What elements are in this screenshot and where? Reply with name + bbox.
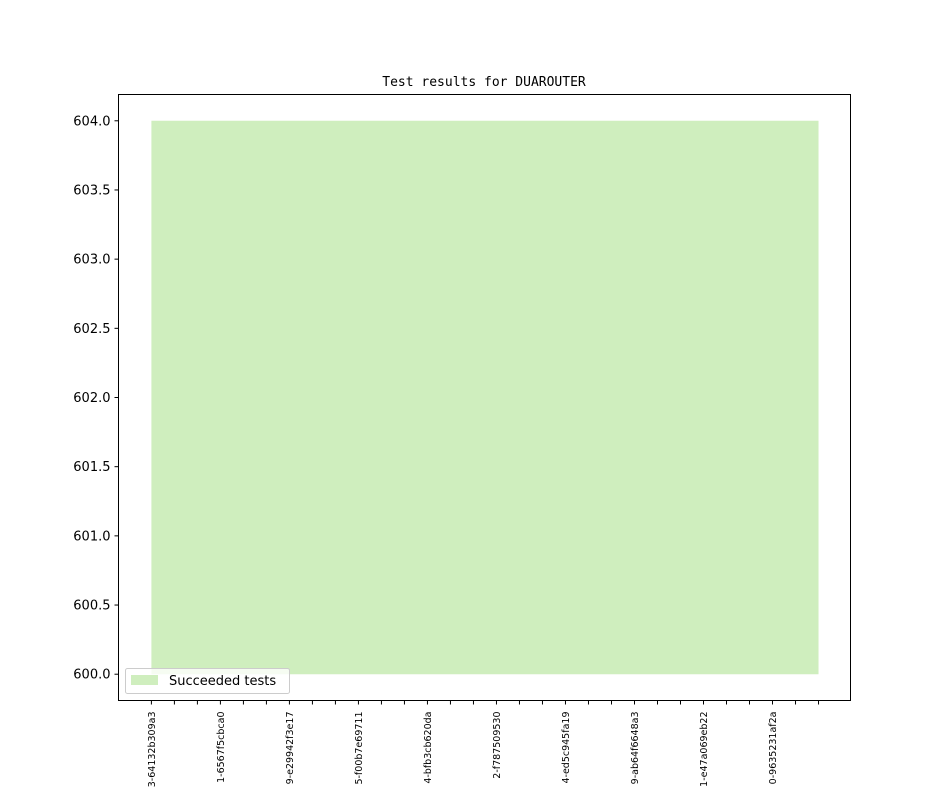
- legend-label: Succeeded tests: [169, 674, 276, 689]
- x-tick-label: 1-6567f5cbca0: [216, 712, 227, 783]
- x-tick-label: 1-e47a069eb22: [699, 712, 710, 787]
- legend-swatch: [131, 675, 158, 685]
- y-tick-label: 603.5: [73, 183, 110, 198]
- y-tick-label: 600.0: [73, 668, 110, 683]
- y-tick-label: 604.0: [73, 114, 110, 129]
- x-tick-label: 9-e29942f3e17: [285, 712, 296, 785]
- y-tick-label: 602.0: [73, 391, 110, 406]
- x-tick-label: 0-9635231af2a: [768, 712, 779, 785]
- x-tick-label: 3-64132b309a3: [147, 712, 158, 787]
- x-tick-label: 2-f787509530: [492, 712, 503, 779]
- legend: Succeeded tests: [125, 668, 290, 694]
- y-tick-label: 601.0: [73, 529, 110, 544]
- x-tick-label: 4-ed5c945fa19: [561, 712, 572, 784]
- y-tick-label: 601.5: [73, 460, 110, 475]
- y-tick-label: 603.0: [73, 253, 110, 268]
- x-axis: 3-64132b309a3 1-6567f5cbca0 9-e29942f3e17 5…: [147, 700, 820, 787]
- x-tick-label: 4-bfb3cb620da: [423, 712, 434, 784]
- x-tick-label: 5-f00b7e69711: [354, 712, 365, 785]
- y-tick-label: 602.5: [73, 322, 110, 337]
- legend-box: [125, 668, 290, 694]
- series-area-0: [151, 120, 819, 675]
- chart-title: Test results for DUAROUTER: [382, 75, 586, 90]
- plot-area: [151, 120, 819, 675]
- x-tick-label: 9-ab64f6648a3: [630, 712, 641, 785]
- y-tick-label: 600.5: [73, 599, 110, 614]
- y-axis: 600.0 600.5 601.0 601.5 602.0 602.5 603.0 603.5…: [73, 114, 119, 683]
